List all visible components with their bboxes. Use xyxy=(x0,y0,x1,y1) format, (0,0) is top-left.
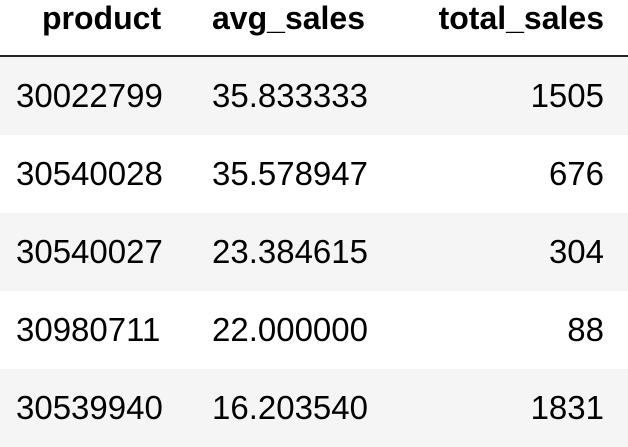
cell-total-sales: 676 xyxy=(398,135,628,213)
cell-avg-sales: 23.384615 xyxy=(198,213,398,291)
table-row: 30022799 35.833333 1505 xyxy=(0,56,628,135)
cell-avg-sales: 35.578947 xyxy=(198,135,398,213)
cell-product: 30540028 xyxy=(0,135,198,213)
header-row: product avg_sales total_sales xyxy=(0,0,628,57)
column-header-product: product xyxy=(0,0,198,57)
table-row: 30539940 16.203540 1831 xyxy=(0,369,628,447)
table-row: 30540027 23.384615 304 xyxy=(0,213,628,291)
cell-product: 30539940 xyxy=(0,369,198,447)
cell-total-sales: 1505 xyxy=(398,56,628,135)
cell-avg-sales: 16.203540 xyxy=(198,369,398,447)
cell-product: 30540027 xyxy=(0,213,198,291)
cell-product: 30980711 xyxy=(0,291,198,369)
table-header: product avg_sales total_sales xyxy=(0,0,628,57)
cell-total-sales: 88 xyxy=(398,291,628,369)
table-row: 30980711 22.000000 88 xyxy=(0,291,628,369)
cell-product: 30022799 xyxy=(0,56,198,135)
cell-avg-sales: 22.000000 xyxy=(198,291,398,369)
cell-total-sales: 1831 xyxy=(398,369,628,447)
column-header-total-sales: total_sales xyxy=(398,0,628,57)
cell-total-sales: 304 xyxy=(398,213,628,291)
table-row: 30540028 35.578947 676 xyxy=(0,135,628,213)
table-body: 30022799 35.833333 1505 30540028 35.5789… xyxy=(0,56,628,447)
column-header-avg-sales: avg_sales xyxy=(198,0,398,57)
cell-avg-sales: 35.833333 xyxy=(198,56,398,135)
